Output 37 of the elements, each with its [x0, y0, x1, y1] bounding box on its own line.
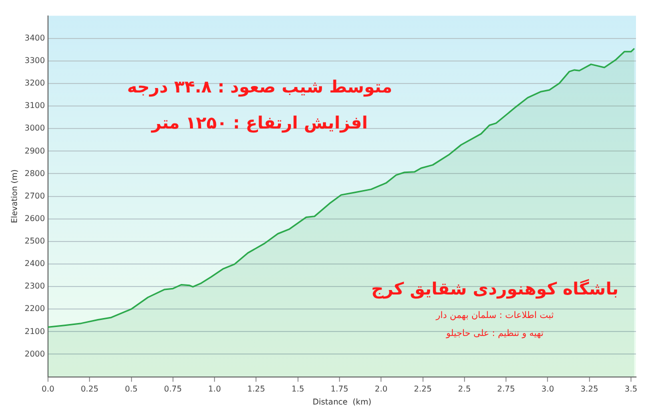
- y-tick-label: 3400: [24, 33, 45, 42]
- y-tick-label: 2500: [24, 236, 45, 246]
- x-tick-label: 1.75: [330, 384, 348, 394]
- annotation: تهیه و تنظیم : علی حاجیلو: [445, 328, 544, 339]
- x-tick-label: 2.75: [497, 384, 515, 394]
- x-tick-label: 3.25: [580, 384, 598, 394]
- annotation: باشگاه کوهنوردی شقایق کرج: [371, 278, 619, 300]
- y-axis-title: Elevation (m): [10, 169, 19, 224]
- x-tick-label: 0.5: [124, 384, 138, 394]
- y-tick-label: 3200: [24, 78, 45, 88]
- x-tick-label: 2.0: [374, 384, 388, 394]
- x-tick-label: 2.5: [458, 384, 471, 394]
- y-tick-label: 3100: [24, 101, 45, 110]
- annotation: متوسط شیب صعود : ۳۴.۸ درجه: [127, 77, 392, 98]
- x-tick-label: 3.0: [541, 384, 554, 394]
- y-tick-label: 3000: [24, 124, 45, 133]
- annotation: ثبت اطلاعات : سلمان بهمن دار: [435, 310, 554, 321]
- x-tick-label: 0.75: [164, 384, 182, 394]
- x-tick-label: 1.5: [291, 384, 304, 394]
- x-tick-label: 0.0: [42, 384, 54, 394]
- x-tick-label: 1.0: [208, 384, 221, 394]
- y-tick-label: 2600: [24, 214, 45, 223]
- y-tick-label: 2800: [24, 168, 45, 178]
- x-tick-label: 2.25: [414, 384, 432, 394]
- y-tick-label: 2300: [24, 282, 45, 291]
- y-tick-label: 2200: [24, 304, 45, 314]
- x-tick-label: 1.25: [247, 384, 266, 394]
- x-axis-title: Distance (km): [312, 397, 372, 406]
- y-tick-label: 2100: [24, 326, 45, 336]
- y-tick-label: 2700: [24, 191, 45, 200]
- y-tick-label: 2400: [24, 259, 45, 268]
- annotation: افزایش ارتفاع : ۱۲۵۰ متر: [150, 114, 368, 134]
- y-tick-label: 3300: [24, 56, 45, 66]
- x-tick-label: 3.5: [624, 384, 638, 394]
- y-tick-label: 2000: [24, 349, 45, 358]
- y-tick-label: 2900: [24, 146, 45, 156]
- x-tick-label: 0.25: [80, 384, 99, 394]
